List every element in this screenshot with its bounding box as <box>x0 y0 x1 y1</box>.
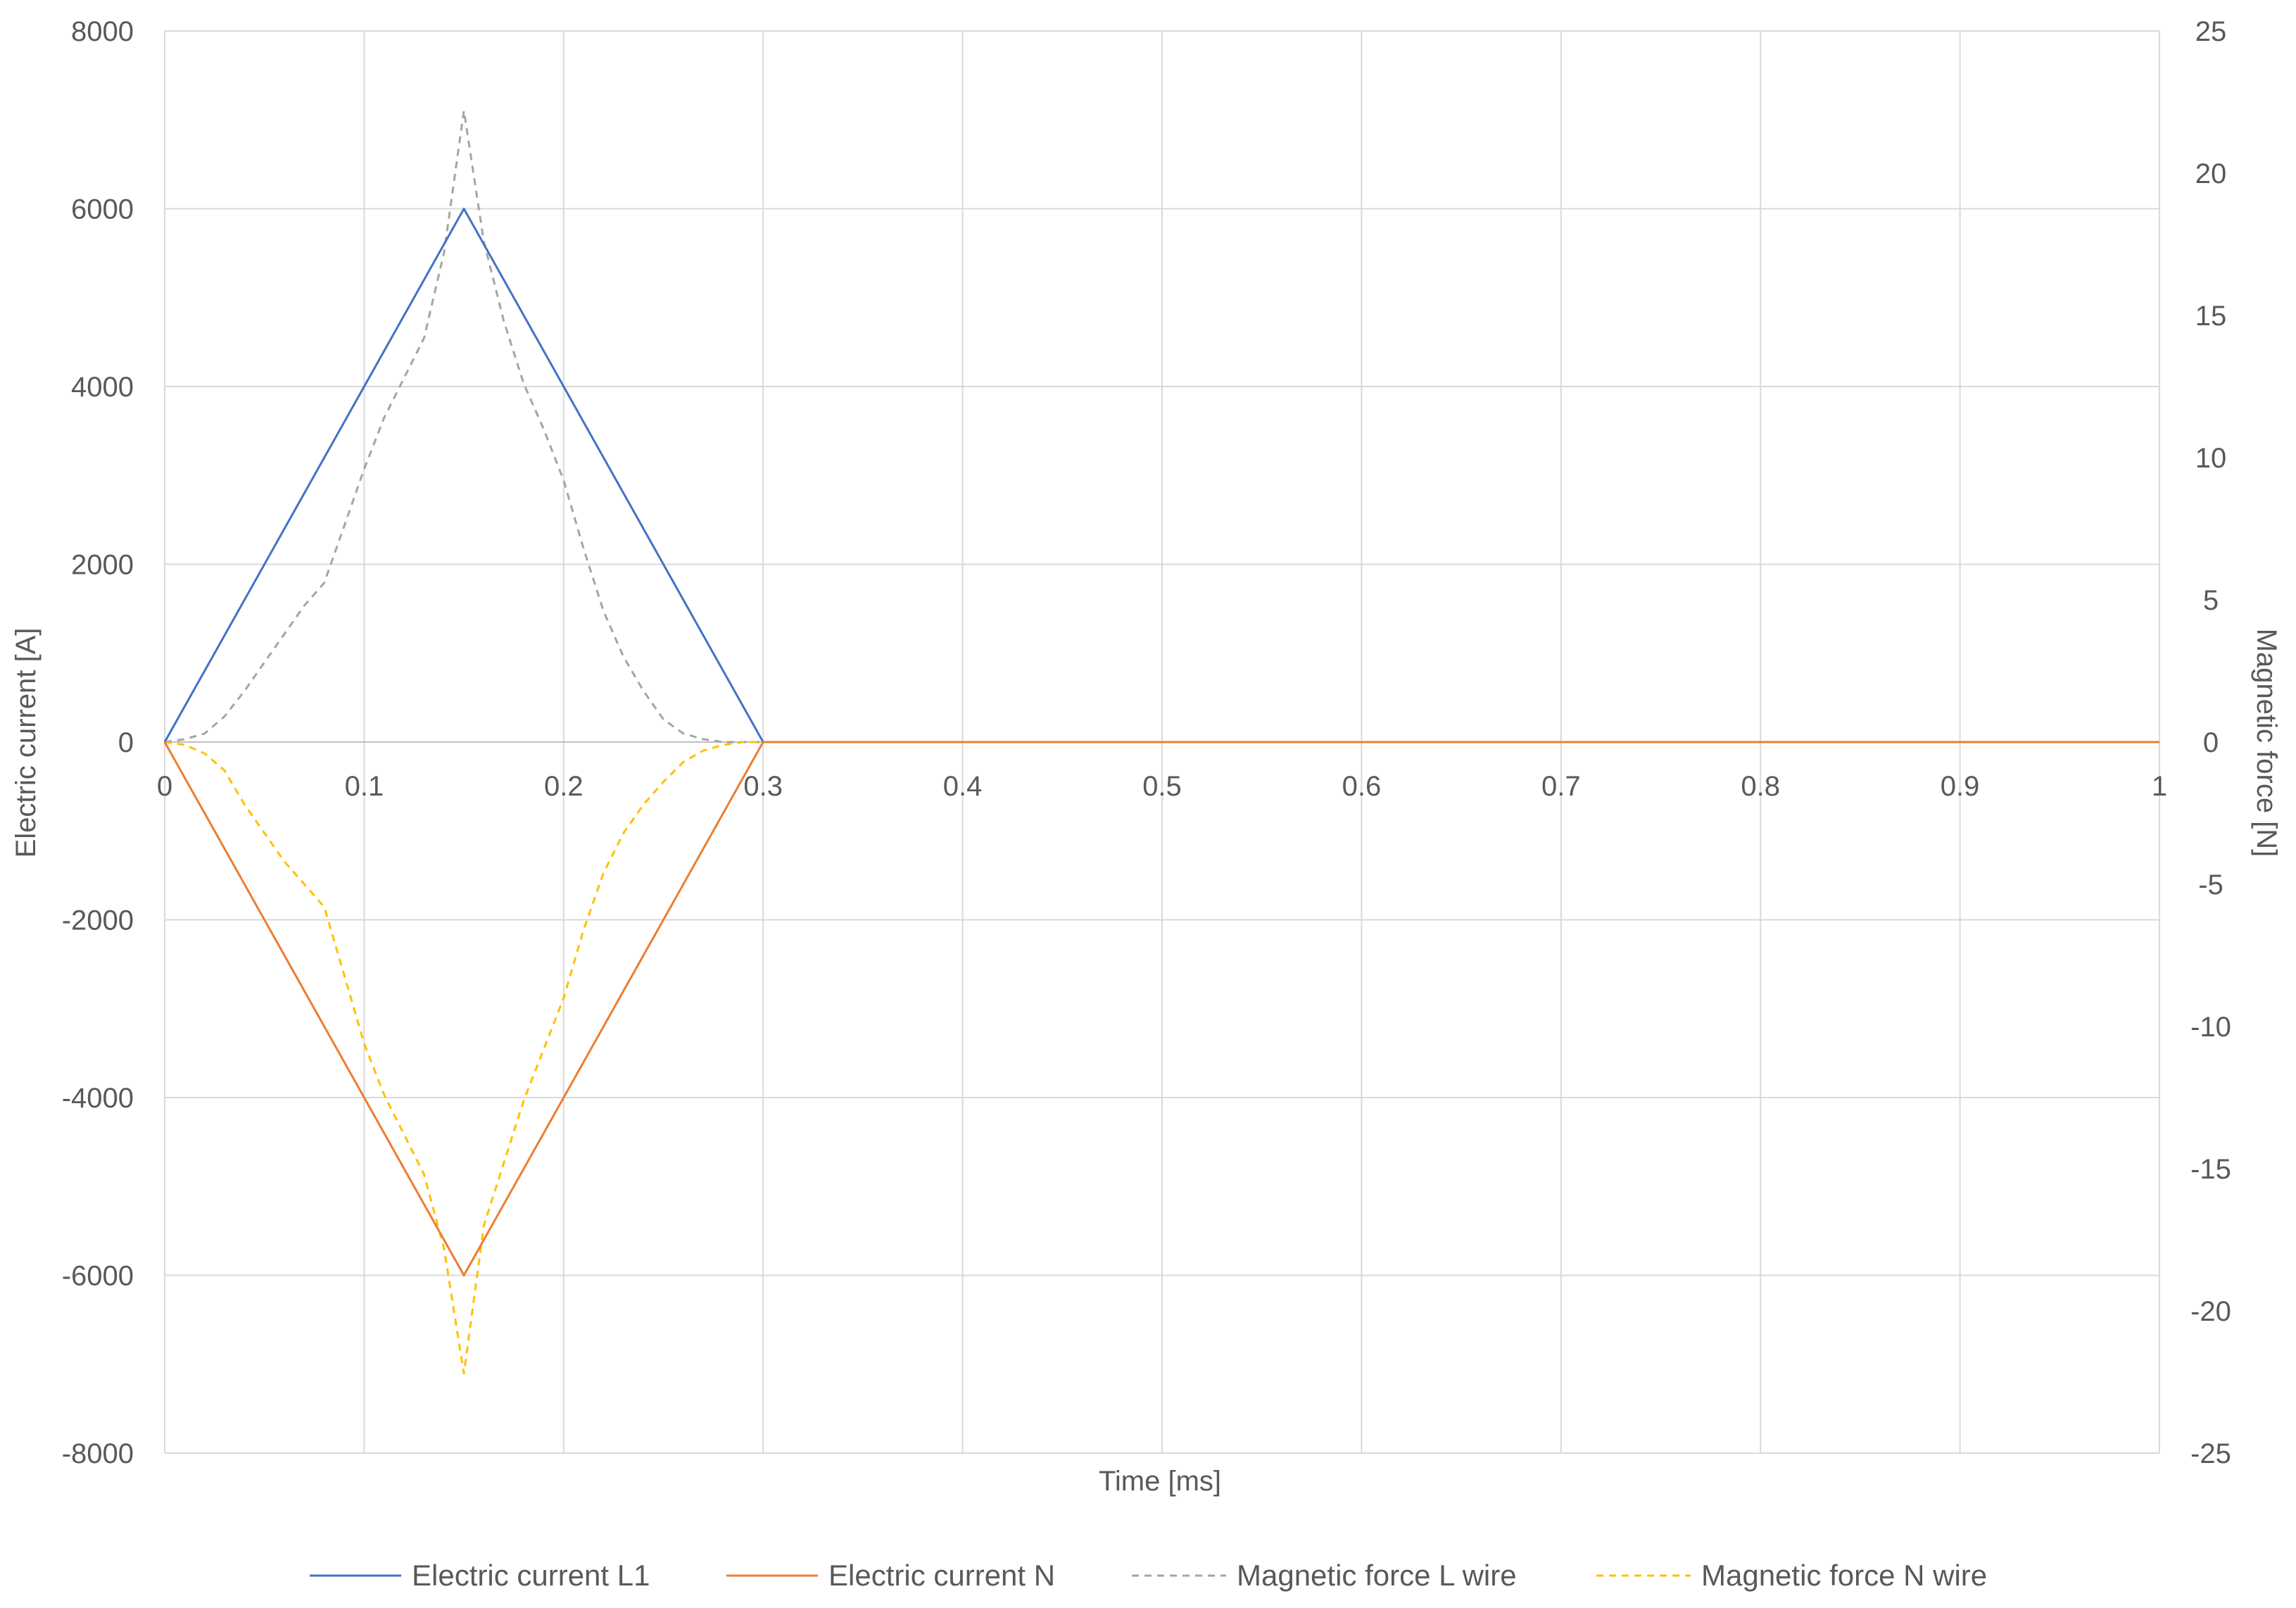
x-tick-label: 0.2 <box>544 771 584 802</box>
legend-label-force-n: Magnetic force N wire <box>1701 1559 1987 1592</box>
legend: Electric current L1 Electric current N M… <box>310 1559 1987 1592</box>
plot-area <box>163 109 2159 1375</box>
legend-label-current-n: Electric current N <box>828 1559 1055 1592</box>
y2-tick-label: 20 <box>2195 158 2227 189</box>
y2-tick-label: -25 <box>2190 1438 2231 1469</box>
y-tick-label: 6000 <box>71 194 134 225</box>
y2-tick-label: 5 <box>2203 585 2219 616</box>
y-tick-label: -4000 <box>62 1083 134 1114</box>
x-tick-label: 0 <box>157 771 172 802</box>
y-tick-label: 2000 <box>71 550 134 581</box>
series-line-magnetic-force-n-wire <box>164 741 2159 1375</box>
y-tick-label: 4000 <box>71 372 134 403</box>
y-tick-label: 0 <box>118 727 134 758</box>
x-tick-label: 0.9 <box>1941 771 1980 802</box>
x-axis-title: Time [ms] <box>1099 1466 1221 1497</box>
series-line-electric-current-n <box>163 741 2159 1276</box>
x-tick-label: 0.8 <box>1741 771 1780 802</box>
x-tick-label: 0.3 <box>743 771 783 802</box>
y2-tick-label: -15 <box>2190 1154 2231 1185</box>
legend-label-force-l: Magnetic force L wire <box>1237 1559 1517 1592</box>
x-tick-label: 0.1 <box>345 771 384 802</box>
x-tick-label: 0.7 <box>1541 771 1581 802</box>
y2-tick-label: 25 <box>2195 16 2227 47</box>
y2-tick-label: -20 <box>2190 1296 2231 1327</box>
y2-tick-label: 10 <box>2195 443 2227 474</box>
x-tick-label: 0.6 <box>1342 771 1382 802</box>
y2-tick-label: 15 <box>2195 301 2227 332</box>
legend-label-current-l1: Electric current L1 <box>412 1559 650 1592</box>
y-tick-label: -2000 <box>62 905 134 936</box>
y2-tick-label: -5 <box>2198 869 2224 900</box>
x-tick-label: 1 <box>2152 771 2167 802</box>
y2-tick-label: 0 <box>2203 727 2219 758</box>
y-tick-label: -8000 <box>62 1438 134 1469</box>
tick-labels: 0 0.1 0.2 0.3 0.4 0.5 0.6 0.7 0.8 0.9 1 8000 6000 400… <box>62 16 2231 1469</box>
y-tick-label: 8000 <box>71 16 134 47</box>
x-tick-label: 0.5 <box>1142 771 1182 802</box>
y-axis-title: Electric current [A] <box>11 628 42 858</box>
gridlines <box>164 30 2160 1454</box>
series-line-magnetic-force-l-wire <box>164 109 2159 743</box>
y-tick-label: -6000 <box>62 1261 134 1292</box>
x-tick-label: 0.4 <box>943 771 983 802</box>
y2-axis-title: Magnetic force [N] <box>2251 629 2282 858</box>
y2-tick-label: -10 <box>2190 1012 2231 1043</box>
